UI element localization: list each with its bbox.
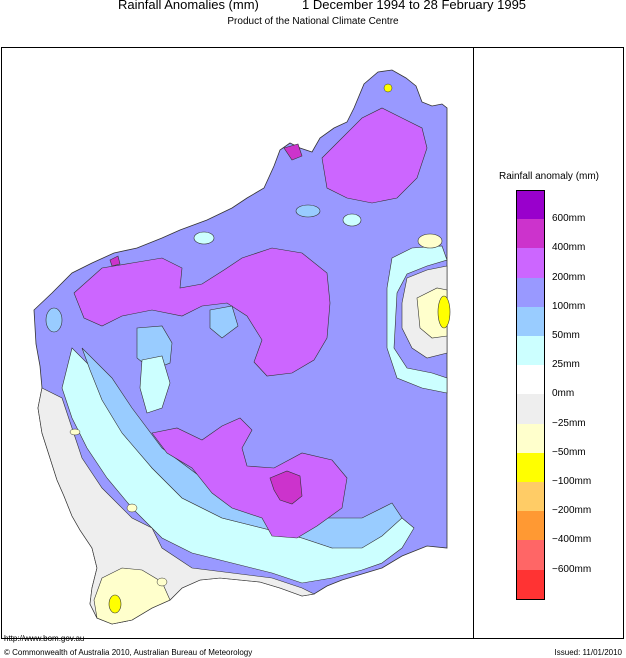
inland-50mm-pocket-b — [209, 305, 239, 339]
legend-swatch — [516, 511, 545, 542]
pilbara-400mm-spot — [109, 255, 121, 267]
north-200mm-zone — [73, 247, 331, 377]
east-minus100 — [437, 295, 451, 329]
legend-label: −25mm — [552, 417, 586, 429]
legend-swatch — [516, 423, 545, 454]
coast-50mm-pocket-a — [45, 307, 63, 333]
east-minus50 — [416, 287, 448, 339]
map-frame — [1, 47, 624, 639]
coast-minus50-spot-b — [126, 503, 138, 513]
legend-label: −50mm — [552, 446, 586, 458]
inland-25mm-pocket — [139, 355, 171, 414]
header: Rainfall Anomalies (mm) 1 December 1994 … — [0, 0, 626, 14]
legend-swatch — [516, 482, 545, 512]
north-25mm-pocket — [342, 213, 362, 227]
legend-label: 0mm — [552, 388, 575, 400]
legend-swatch — [516, 569, 545, 600]
kimberley-minus50-spot — [383, 83, 393, 93]
legend-divider — [473, 47, 474, 639]
south-minus50-spot — [156, 577, 168, 587]
footer-url[interactable]: http://www.bom.gov.au — [4, 634, 85, 643]
legend-swatch — [516, 540, 545, 571]
rainfall-anomaly-map — [33, 69, 451, 625]
east-minus50-small — [417, 233, 443, 249]
legend-swatch — [516, 219, 545, 250]
south-coast-minus100 — [108, 594, 122, 614]
legend-label: 200mm — [552, 271, 586, 283]
legend-label: 50mm — [552, 330, 580, 341]
legend-swatch — [516, 277, 545, 308]
map-title: Rainfall Anomalies (mm) — [118, 0, 259, 12]
legend-label: −100mm — [552, 476, 592, 487]
legend-label: 100mm — [552, 300, 586, 312]
legend-swatch — [516, 365, 545, 396]
legend-title: Rainfall anomaly (mm) — [498, 171, 600, 182]
east-cyan-rim — [386, 245, 448, 394]
footer-copyright: © Commonwealth of Australia 2010, Austra… — [4, 648, 253, 657]
product-subtitle: Product of the National Climate Centre — [227, 16, 399, 27]
legend-label: −400mm — [552, 534, 592, 546]
legend-swatch — [516, 336, 545, 366]
pilbara-25mm-pocket — [193, 231, 215, 245]
legend-swatch — [516, 190, 545, 220]
legend-label: −200mm — [552, 505, 592, 517]
legend-label: 600mm — [552, 213, 586, 225]
legend-label: 400mm — [552, 242, 586, 254]
legend-label: 25mm — [552, 359, 580, 371]
date-range: 1 December 1994 to 28 February 1995 — [302, 0, 527, 12]
central-200mm-zone — [151, 417, 348, 539]
kimberley-400mm-patch — [283, 143, 303, 161]
kimberley-50mm-pocket — [295, 204, 321, 218]
legend-swatch — [516, 394, 545, 425]
kimberley-200mm-zone — [321, 107, 428, 204]
legend-swatch — [516, 248, 545, 279]
coast-minus50-spot-a — [69, 428, 81, 436]
legend-swatch — [516, 452, 545, 483]
legend-swatch — [516, 306, 545, 337]
central-400mm-zone — [269, 470, 303, 505]
footer-issued-date: Issued: 11/01/2010 — [554, 648, 622, 657]
legend-label: −600mm — [552, 563, 592, 575]
